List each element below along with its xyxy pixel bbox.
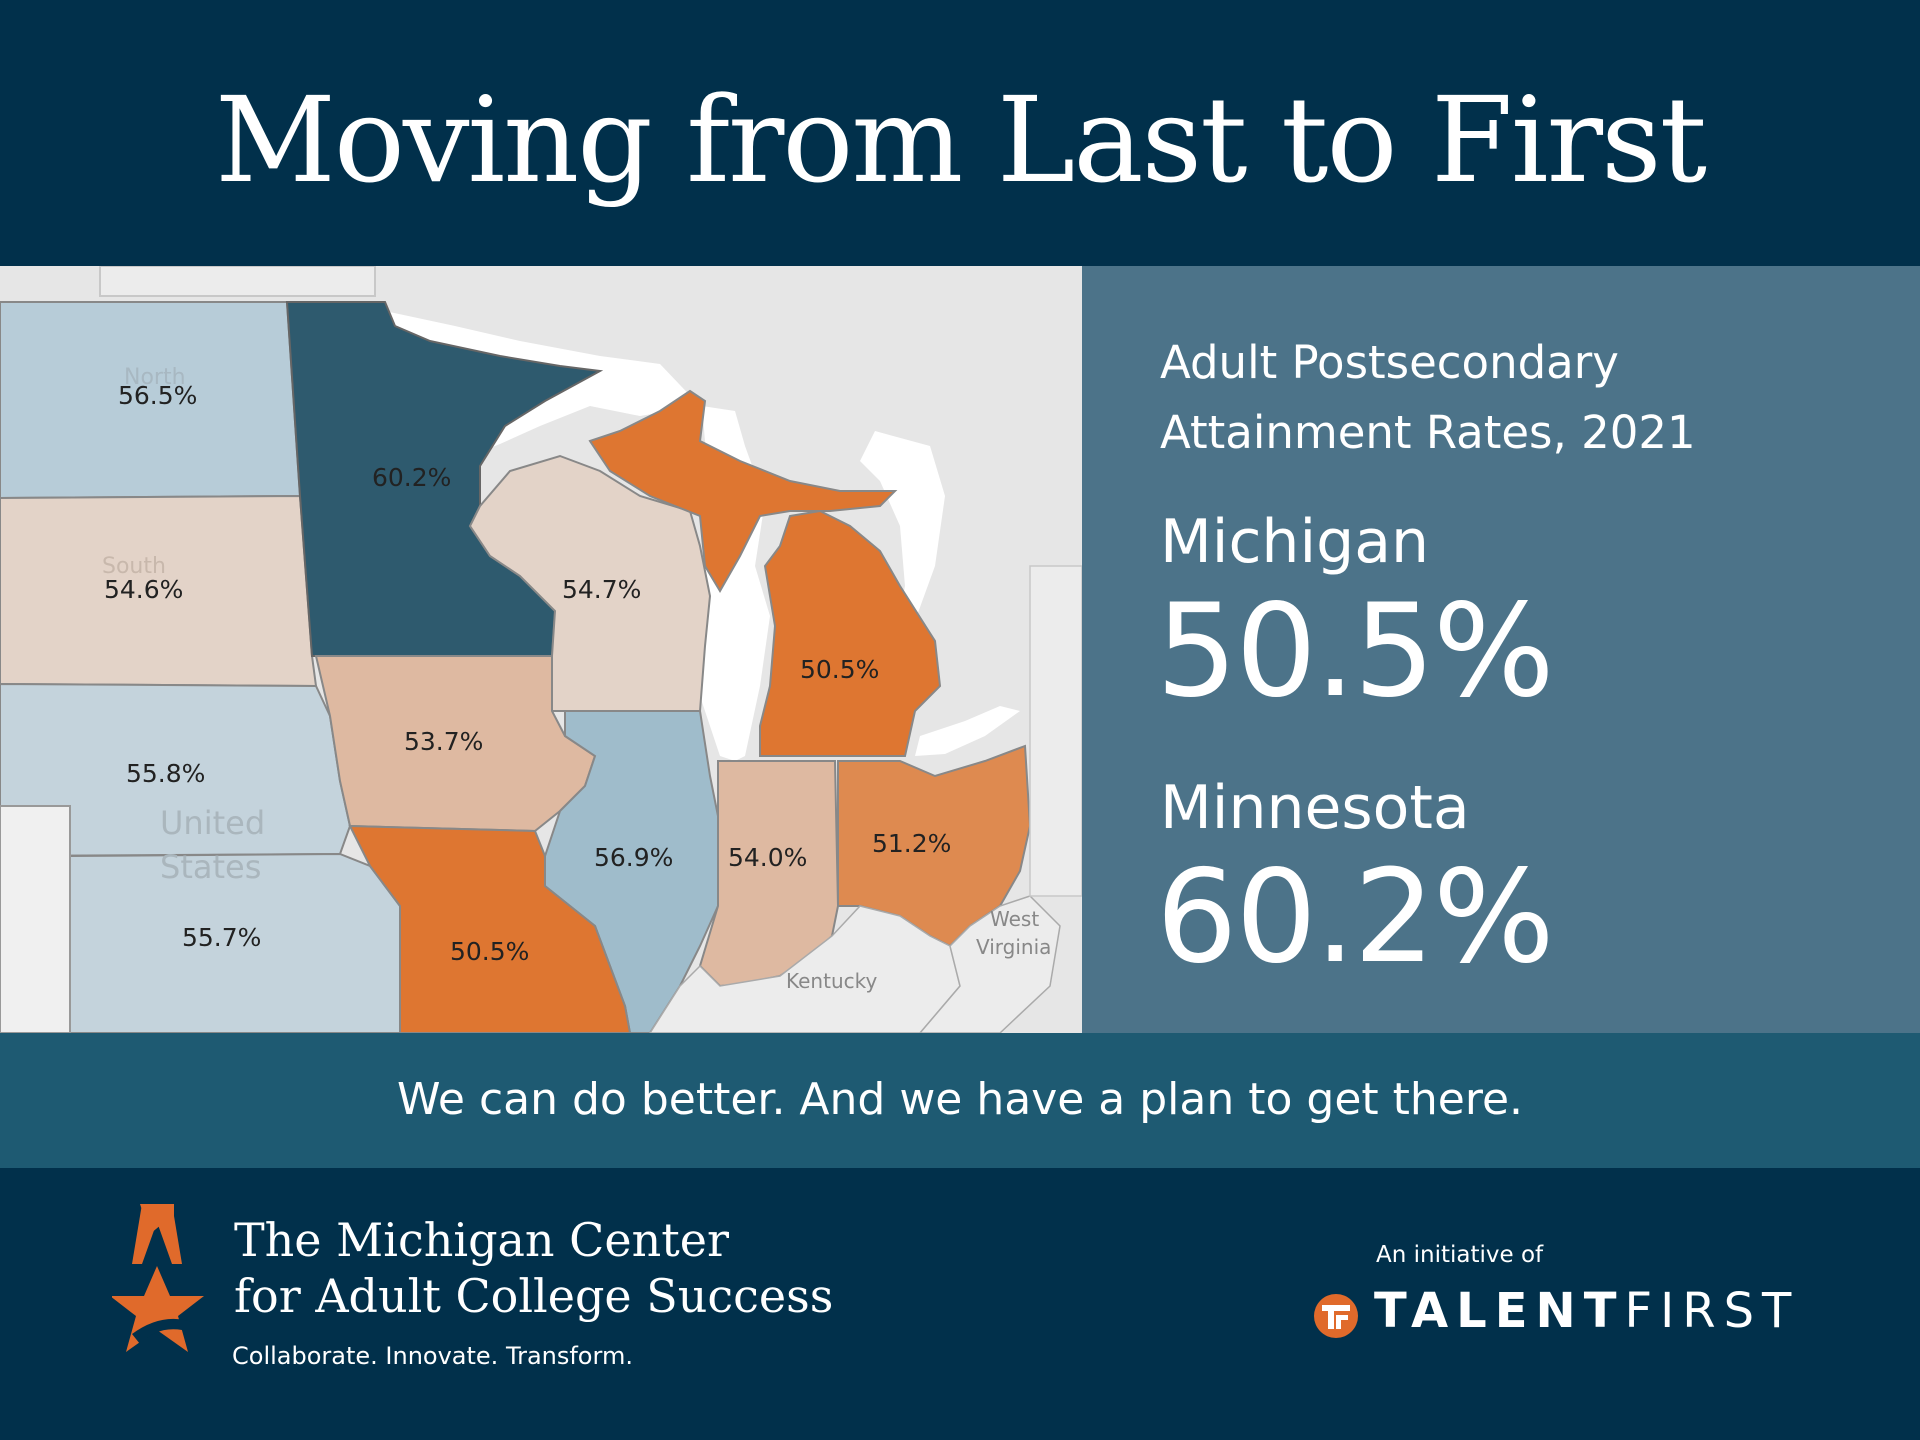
org-name-line1: The Michigan Center — [234, 1213, 729, 1267]
talentfirst-t-icon — [1314, 1294, 1358, 1338]
value-south-dakota: 54.6% — [104, 575, 183, 604]
partner-wordmark-bold: TALENT — [1374, 1283, 1625, 1339]
value-iowa: 53.7% — [404, 727, 483, 756]
lake-erie — [915, 706, 1020, 756]
value-north-dakota: 56.5% — [118, 381, 197, 410]
state-michigan-lower — [759, 509, 942, 757]
label-states: States — [160, 848, 261, 886]
stats-subtitle: Adult Postsecondary Attainment Rates, 20… — [1160, 336, 1696, 459]
stat-name-michigan: Michigan — [1160, 507, 1430, 577]
label-south-dakota-name: South — [102, 554, 166, 579]
canada-region — [99, 266, 376, 297]
star-a-icon — [112, 1204, 204, 1352]
value-kansas: 55.7% — [182, 923, 261, 952]
label-united: United — [160, 804, 265, 842]
footer: The Michigan Center for Adult College Su… — [0, 1168, 1920, 1440]
label-north-dakota-name: North — [124, 365, 186, 390]
lake-huron — [860, 431, 945, 636]
header: Moving from Last to First — [0, 0, 1920, 266]
state-south-dakota — [0, 494, 318, 688]
region-pennsylvania — [1029, 565, 1082, 897]
state-michigan-upper — [588, 389, 898, 593]
value-missouri: 50.5% — [450, 937, 529, 966]
region-kentucky — [649, 905, 961, 1033]
midwest-map: North South United States Kentucky West … — [0, 266, 1082, 1033]
value-minnesota: 60.2% — [372, 463, 451, 492]
partner-wordmark-light: FIRST — [1624, 1283, 1800, 1339]
stat-name-minnesota: Minnesota — [1160, 773, 1470, 843]
page-title: Moving from Last to First — [215, 71, 1707, 209]
value-michigan: 50.5% — [800, 655, 879, 684]
region-colorado — [0, 805, 71, 1033]
stats-panel: Adult Postsecondary Attainment Rates, 20… — [1082, 266, 1920, 1033]
org-name: The Michigan Center for Adult College Su… — [234, 1212, 833, 1324]
stat-value-michigan: 50.5% — [1156, 577, 1555, 726]
org-name-line2: for Adult College Success — [234, 1269, 834, 1323]
partner-wordmark: TALENTFIRST — [1374, 1280, 1799, 1342]
tagline: Collaborate. Innovate. Transform. — [232, 1342, 633, 1370]
state-wisconsin — [468, 454, 712, 712]
label-kentucky: Kentucky — [786, 969, 877, 993]
value-wisconsin: 54.7% — [562, 575, 641, 604]
initiative-label: An initiative of — [1376, 1242, 1544, 1268]
value-illinois: 56.9% — [594, 843, 673, 872]
region-west-virginia — [919, 895, 1061, 1033]
message-text: We can do better. And we have a plan to … — [396, 1074, 1524, 1125]
label-virginia: Virginia — [976, 935, 1051, 959]
value-ohio: 51.2% — [872, 829, 951, 858]
message-band: We can do better. And we have a plan to … — [0, 1033, 1920, 1168]
value-indiana: 54.0% — [728, 843, 807, 872]
value-nebraska: 55.8% — [126, 759, 205, 788]
label-west: West — [990, 907, 1039, 931]
stat-value-minnesota: 60.2% — [1156, 843, 1555, 992]
map-svg: North South United States Kentucky West … — [0, 266, 1082, 1033]
state-missouri — [348, 824, 632, 1033]
